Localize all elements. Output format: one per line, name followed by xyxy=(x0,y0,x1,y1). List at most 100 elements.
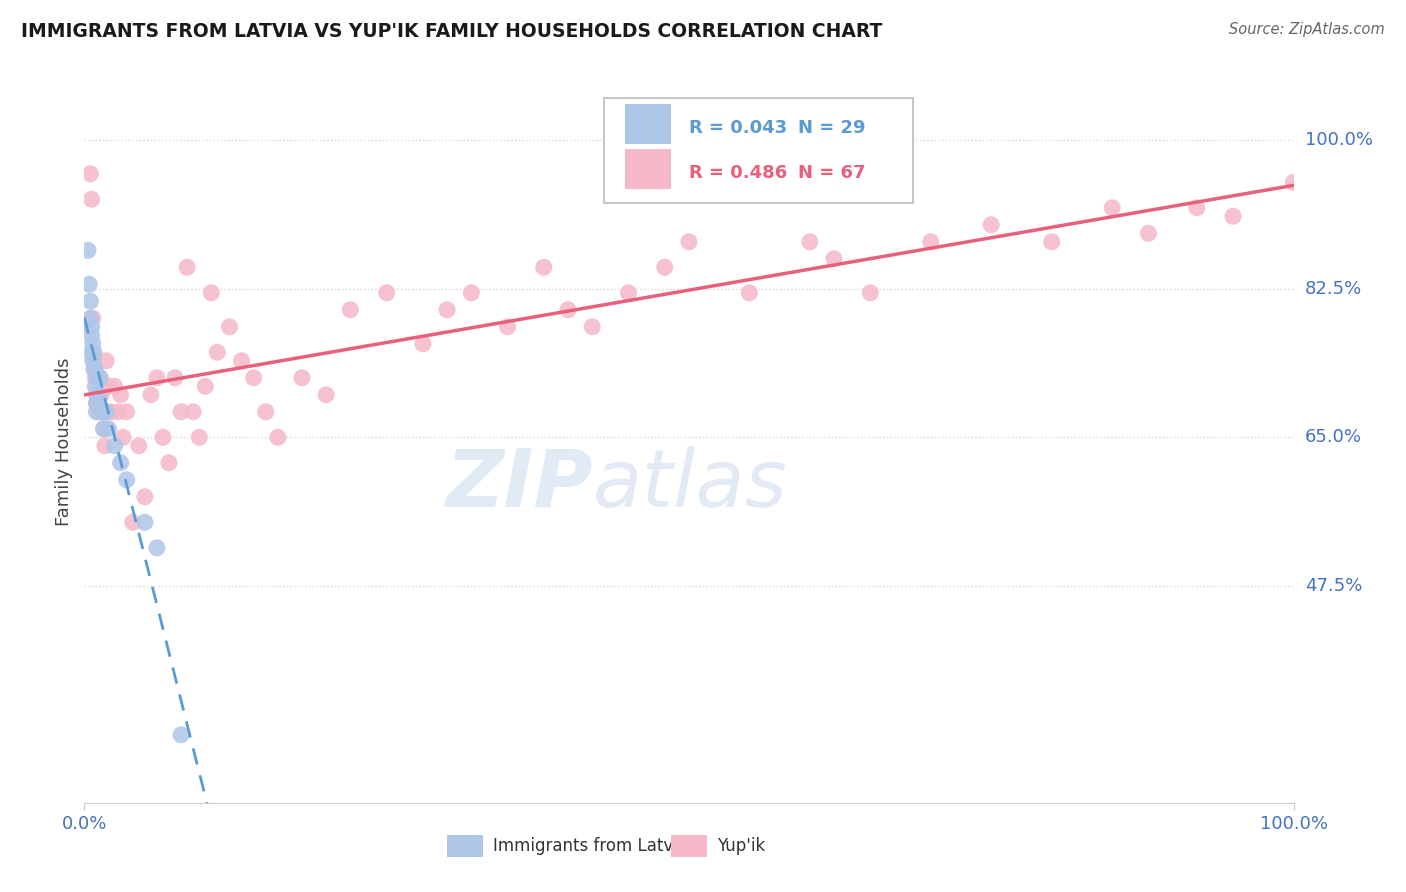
Point xyxy=(82,311,104,326)
Point xyxy=(100,405,122,419)
Point xyxy=(84,379,107,393)
Point xyxy=(87,405,110,419)
Point xyxy=(89,371,111,385)
Point xyxy=(1185,201,1208,215)
Text: IMMIGRANTS FROM LATVIA VS YUP'IK FAMILY HOUSEHOLDS CORRELATION CHART: IMMIGRANTS FROM LATVIA VS YUP'IK FAMILY … xyxy=(21,22,883,41)
Y-axis label: Family Households: Family Households xyxy=(55,358,73,525)
Text: R = 0.043: R = 0.043 xyxy=(689,120,787,137)
Point xyxy=(112,430,135,444)
Point xyxy=(97,422,120,436)
Point xyxy=(86,371,108,385)
Point xyxy=(157,456,180,470)
Point xyxy=(104,379,127,393)
Point xyxy=(94,353,117,368)
Point xyxy=(94,439,117,453)
Point xyxy=(533,260,555,275)
Point xyxy=(170,405,193,419)
Point xyxy=(617,285,640,300)
Point xyxy=(89,371,111,385)
Point xyxy=(80,319,103,334)
Point xyxy=(980,218,1002,232)
Point xyxy=(267,430,290,444)
Text: N = 29: N = 29 xyxy=(797,120,865,137)
Point xyxy=(110,456,132,470)
Point xyxy=(80,345,103,359)
Point xyxy=(90,388,112,402)
Point xyxy=(79,311,101,326)
Point xyxy=(176,260,198,275)
Point xyxy=(581,319,603,334)
Point xyxy=(231,353,253,368)
Text: 82.5%: 82.5% xyxy=(1305,279,1362,298)
Point xyxy=(254,405,277,419)
Point xyxy=(80,328,103,343)
Point xyxy=(91,405,114,419)
Point xyxy=(79,167,101,181)
Text: 65.0%: 65.0% xyxy=(1305,428,1361,446)
FancyBboxPatch shape xyxy=(605,98,912,203)
Point xyxy=(412,336,434,351)
Point xyxy=(134,490,156,504)
Point xyxy=(460,285,482,300)
Text: R = 0.486: R = 0.486 xyxy=(689,164,787,182)
Point xyxy=(128,439,150,453)
Text: 100.0%: 100.0% xyxy=(1305,131,1372,149)
Point xyxy=(1040,235,1063,249)
Point xyxy=(291,371,314,385)
Point xyxy=(678,235,700,249)
Point xyxy=(188,430,211,444)
Point xyxy=(107,405,129,419)
Text: ZIP: ZIP xyxy=(444,446,592,524)
Point xyxy=(87,388,110,402)
Point xyxy=(375,285,398,300)
Point xyxy=(165,371,187,385)
Point xyxy=(496,319,519,334)
Point xyxy=(79,294,101,309)
Point xyxy=(738,285,761,300)
Point xyxy=(152,430,174,444)
Point xyxy=(83,345,105,359)
Point xyxy=(86,405,108,419)
Point xyxy=(146,541,169,555)
Point xyxy=(859,285,882,300)
Point xyxy=(97,379,120,393)
Point xyxy=(110,388,132,402)
Text: 47.5%: 47.5% xyxy=(1305,577,1362,595)
Point xyxy=(82,336,104,351)
FancyBboxPatch shape xyxy=(671,835,707,857)
Point xyxy=(207,345,229,359)
Point xyxy=(920,235,942,249)
Point xyxy=(200,285,222,300)
Point xyxy=(115,473,138,487)
Point xyxy=(91,405,114,419)
Point xyxy=(557,302,579,317)
Text: N = 67: N = 67 xyxy=(797,164,865,182)
Point xyxy=(83,362,105,376)
Point xyxy=(1282,175,1305,189)
Point xyxy=(134,516,156,530)
Point xyxy=(170,728,193,742)
Point xyxy=(315,388,337,402)
Point xyxy=(80,192,103,206)
Point xyxy=(218,319,240,334)
Point xyxy=(84,362,107,376)
Point xyxy=(242,371,264,385)
Point xyxy=(104,439,127,453)
Point xyxy=(146,371,169,385)
Text: Immigrants from Latvia: Immigrants from Latvia xyxy=(494,838,688,855)
Point xyxy=(86,371,108,385)
Point xyxy=(94,405,117,419)
Point xyxy=(77,277,100,292)
Point xyxy=(84,371,107,385)
FancyBboxPatch shape xyxy=(447,835,484,857)
Point xyxy=(1101,201,1123,215)
FancyBboxPatch shape xyxy=(624,104,671,145)
Text: Source: ZipAtlas.com: Source: ZipAtlas.com xyxy=(1229,22,1385,37)
Text: atlas: atlas xyxy=(592,446,787,524)
Point xyxy=(194,379,217,393)
Point xyxy=(654,260,676,275)
Point xyxy=(115,405,138,419)
Point xyxy=(1137,227,1160,241)
Point xyxy=(1222,209,1244,223)
Point xyxy=(83,353,105,368)
